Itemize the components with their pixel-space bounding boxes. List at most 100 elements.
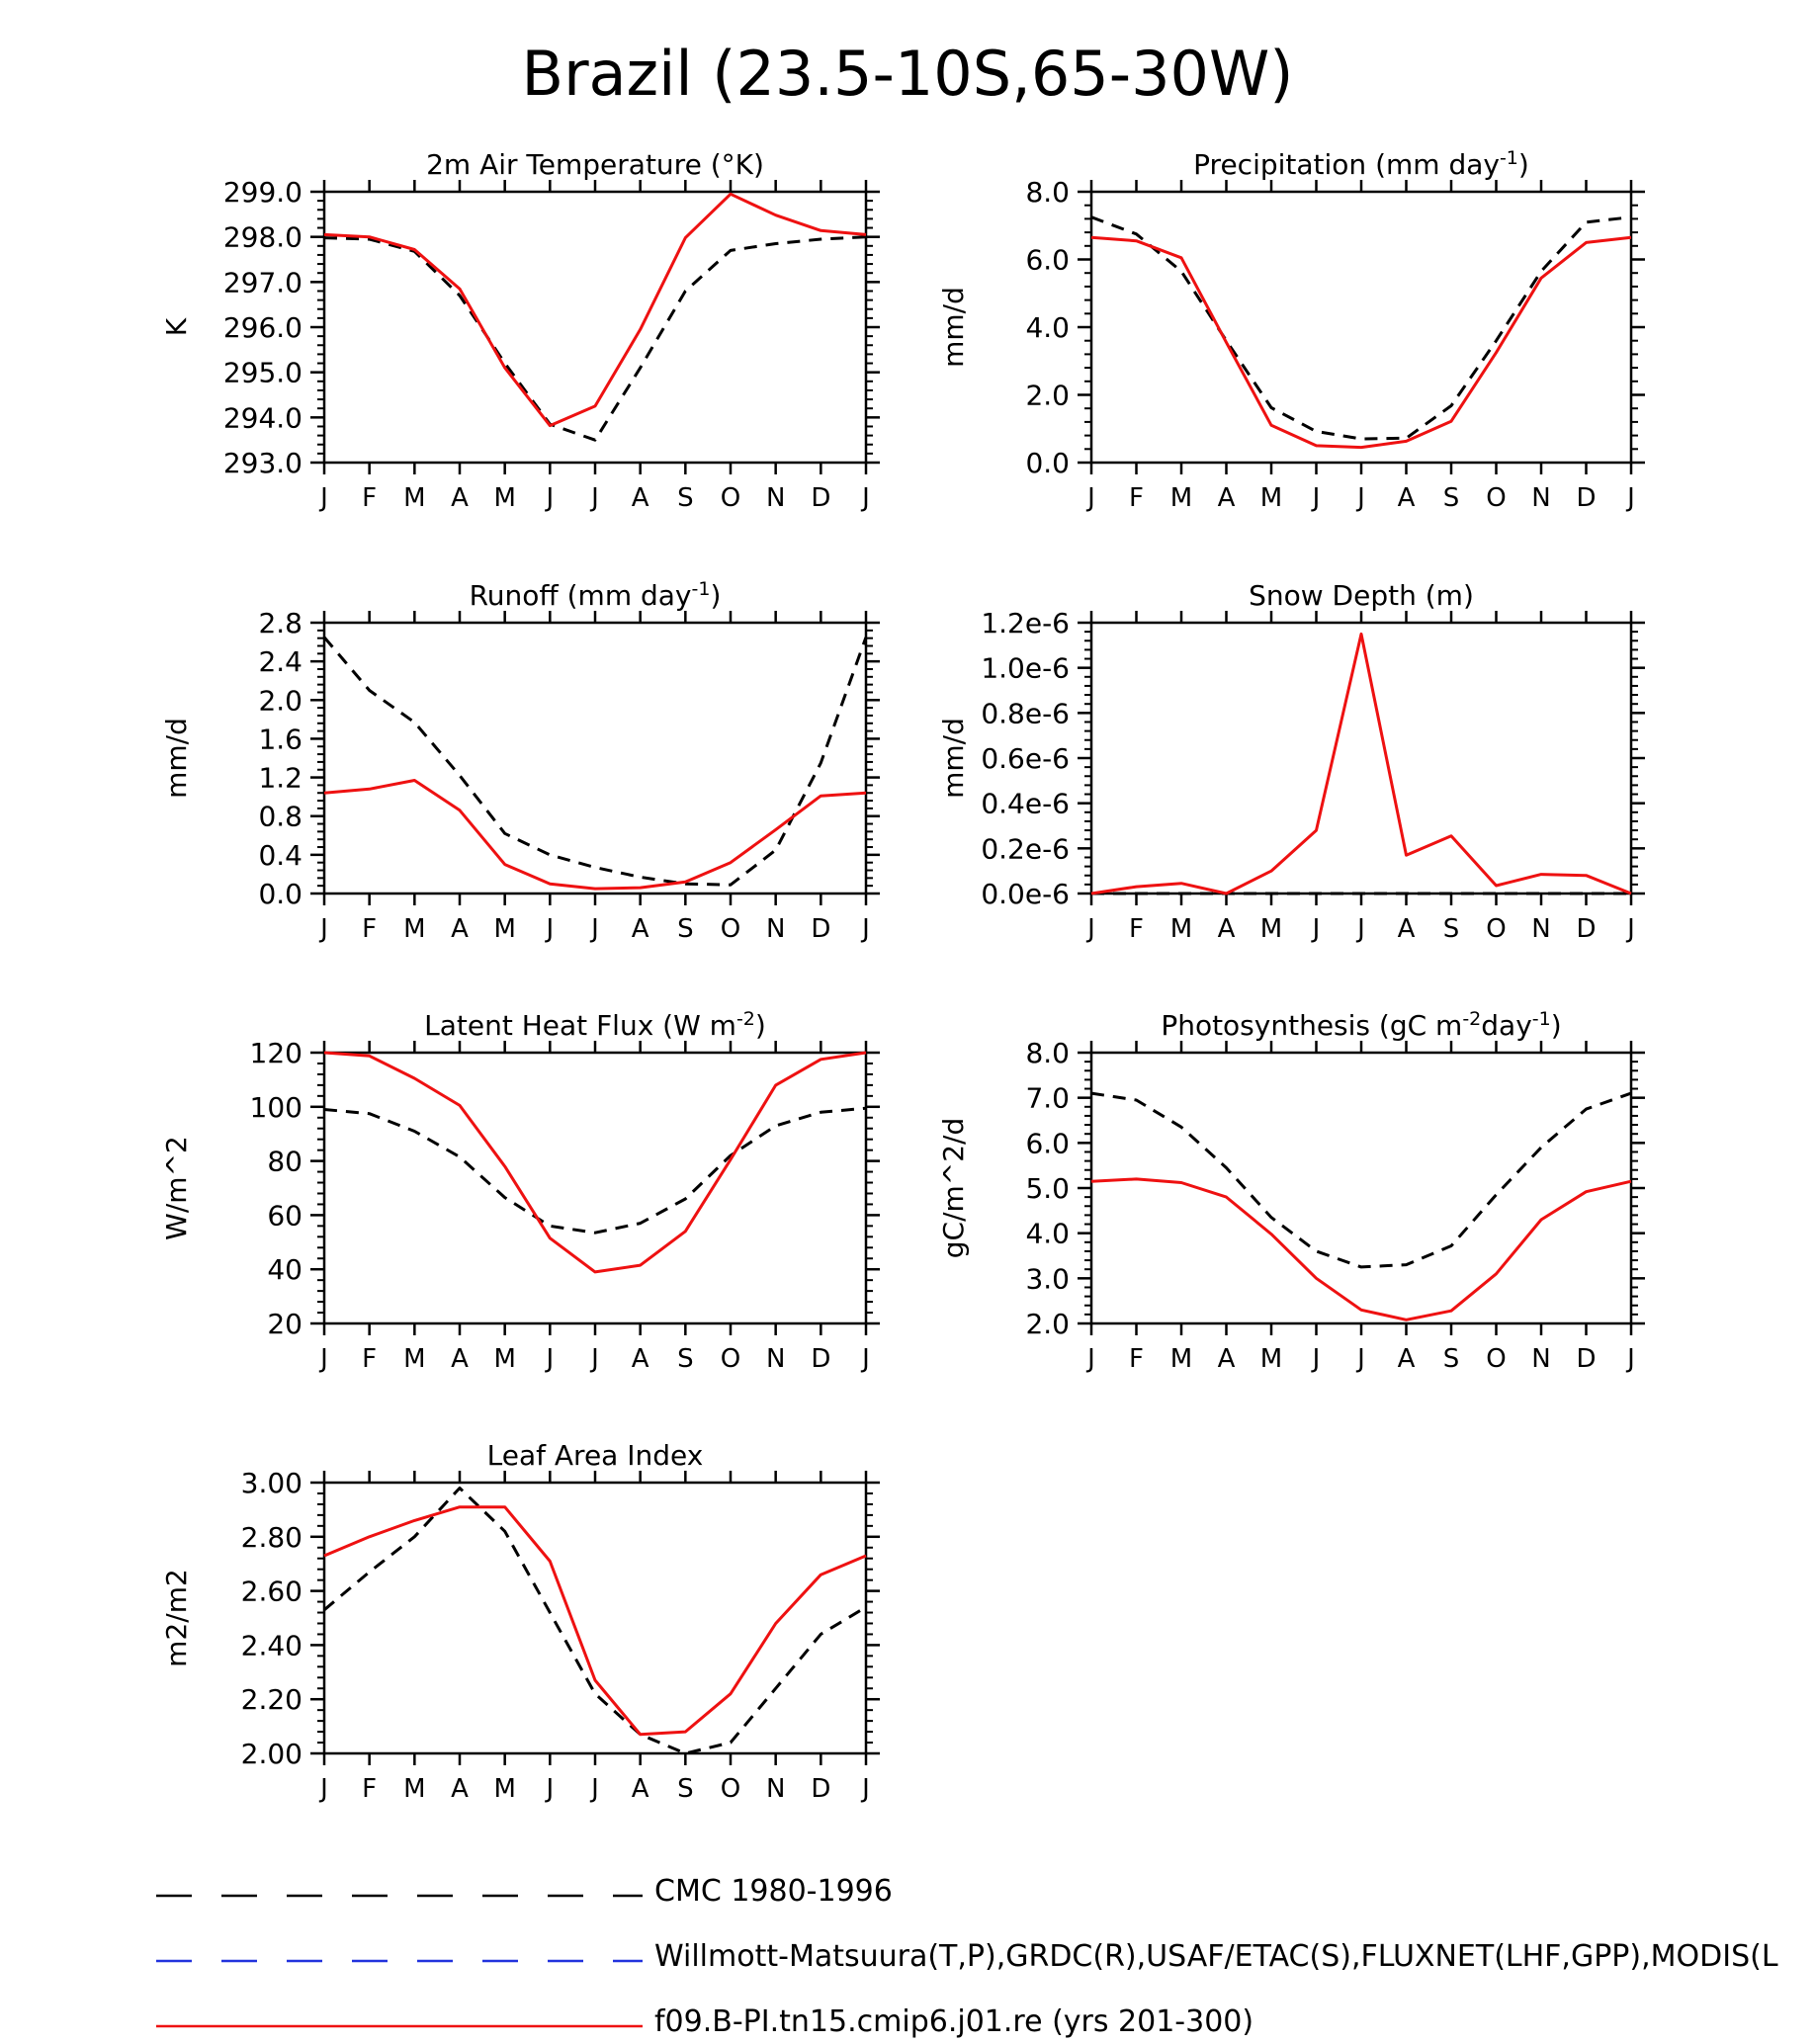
x-tick-label: A: [632, 1344, 649, 1374]
x-tick-label: J: [544, 1344, 554, 1374]
x-tick-label: M: [1170, 914, 1192, 944]
x-tick-label: N: [766, 1344, 785, 1374]
x-tick-label: O: [721, 1344, 740, 1374]
y-tick-label: 120: [250, 1037, 302, 1069]
x-tick-label: J: [1085, 483, 1095, 513]
x-tick-label: J: [1625, 483, 1635, 513]
chart-panel-4: J F M A M J J A S O N D J0.0e-60.2e-60.4e-60.6e-60.8…: [937, 579, 1645, 944]
y-tick-label: 60: [267, 1199, 302, 1232]
y-tick-label: 296.0: [223, 311, 302, 344]
x-tick-label: O: [721, 914, 740, 944]
x-tick-label: M: [493, 1344, 515, 1374]
x-tick-label: F: [362, 1344, 377, 1374]
x-tick-label: J: [318, 914, 328, 944]
y-tick-label: 0.6e-6: [981, 742, 1070, 775]
y-tick-label: 7.0: [1025, 1082, 1070, 1115]
x-tick-label: N: [766, 914, 785, 944]
y-tick-label: 2.40: [241, 1629, 302, 1661]
x-tick-label: M: [1260, 914, 1282, 944]
y-tick-label: 2.0: [1025, 1308, 1070, 1340]
x-tick-label: A: [451, 1774, 469, 1804]
x-tick-label: J: [589, 1774, 599, 1804]
chart-panel-7: J F M A M J J A S O N D J2.002.202.402.602.803.00Lea…: [160, 1439, 880, 1804]
x-tick-label: F: [1129, 914, 1144, 944]
y-tick-label: 2.80: [241, 1521, 302, 1554]
model-series-line: [1090, 1177, 1632, 1321]
y-tick-label: 5.0: [1025, 1172, 1070, 1205]
y-axis-label: mm/d: [160, 718, 193, 799]
model-series-line: [323, 1505, 867, 1737]
x-tick-label: S: [1443, 1344, 1460, 1374]
y-tick-label: 3.0: [1025, 1262, 1070, 1295]
y-tick-label: 2.8: [258, 607, 302, 639]
x-tick-label: J: [589, 914, 599, 944]
y-tick-label: 2.00: [241, 1738, 302, 1770]
y-axis-label: W/m^2: [160, 1136, 193, 1240]
x-tick-label: J: [1355, 1344, 1365, 1374]
y-axis-label: mm/d: [937, 287, 970, 368]
x-tick-label: D: [1576, 914, 1596, 944]
legend-label-model: f09.B-PI.tn15.cmip6.j01.re (yrs 201-300): [654, 2004, 1254, 2039]
x-tick-label: F: [362, 1774, 377, 1804]
y-tick-label: 20: [267, 1308, 302, 1340]
plot-frame: [1089, 190, 1633, 465]
x-tick-label: J: [860, 1774, 870, 1804]
y-tick-label: 0.0e-6: [981, 878, 1070, 910]
y-tick-label: 0.8: [258, 801, 302, 833]
x-tick-label: A: [451, 1344, 469, 1374]
x-tick-label: M: [403, 1774, 425, 1804]
x-tick-label: M: [493, 483, 515, 513]
x-tick-label: F: [1129, 1344, 1144, 1374]
x-tick-label: J: [1085, 914, 1095, 944]
obs-series-line: [323, 1106, 867, 1235]
x-tick-label: N: [766, 1774, 785, 1804]
y-tick-label: 1.2e-6: [981, 607, 1070, 639]
model-series-line: [1090, 235, 1632, 450]
x-tick-label: A: [1398, 483, 1416, 513]
x-tick-label: M: [1170, 483, 1192, 513]
x-tick-label: J: [544, 483, 554, 513]
y-tick-label: 299.0: [223, 176, 302, 209]
y-tick-label: 3.00: [241, 1467, 302, 1499]
x-tick-label: F: [1129, 483, 1144, 513]
y-tick-label: 1.0e-6: [981, 652, 1070, 685]
y-tick-label: 0.0: [258, 878, 302, 910]
y-tick-label: 2.60: [241, 1576, 302, 1608]
x-tick-label: J: [860, 483, 870, 513]
x-tick-label: A: [1218, 483, 1236, 513]
x-tick-label: A: [1218, 914, 1236, 944]
x-tick-label: S: [677, 483, 694, 513]
plot-frame: [322, 190, 868, 465]
x-tick-label: S: [1443, 483, 1460, 513]
y-tick-label: 0.0: [1025, 447, 1070, 479]
y-tick-label: 0.4: [258, 839, 302, 872]
x-tick-label: A: [451, 914, 469, 944]
x-tick-label: D: [811, 914, 830, 944]
obs-series-line: [323, 1487, 867, 1755]
chart-title: Photosynthesis (gC m-2day-1): [1161, 1008, 1561, 1042]
x-tick-label: J: [1355, 914, 1365, 944]
y-tick-label: 295.0: [223, 357, 302, 389]
x-tick-label: D: [811, 1344, 830, 1374]
x-tick-label: D: [1576, 1344, 1596, 1374]
y-tick-label: 40: [267, 1253, 302, 1286]
x-tick-label: J: [1625, 1344, 1635, 1374]
chart-title: Leaf Area Index: [487, 1439, 704, 1472]
x-tick-label: J: [1311, 483, 1321, 513]
x-tick-label: J: [544, 1774, 554, 1804]
x-tick-label: M: [1170, 1344, 1192, 1374]
x-tick-label: M: [493, 1774, 515, 1804]
charts-canvas: J F M A M J J A S O N D J293.0294.0295.0296.0297.029…: [160, 147, 1645, 1804]
obs-series-line: [1090, 215, 1632, 441]
y-tick-label: 2.0: [1025, 380, 1070, 412]
x-tick-label: J: [1625, 914, 1635, 944]
y-axis-label: m2/m2: [160, 1569, 193, 1667]
chart-title: Runoff (mm day-1): [470, 578, 722, 612]
y-tick-label: 298.0: [223, 221, 302, 254]
y-tick-label: 0.2e-6: [981, 832, 1070, 865]
y-tick-label: 100: [250, 1091, 302, 1124]
x-tick-label: M: [403, 1344, 425, 1374]
chart-panel-1: J F M A M J J A S O N D J293.0294.0295.0296.0297.029…: [160, 148, 880, 513]
x-tick-label: J: [1085, 1344, 1095, 1374]
y-tick-label: 2.4: [258, 645, 302, 678]
